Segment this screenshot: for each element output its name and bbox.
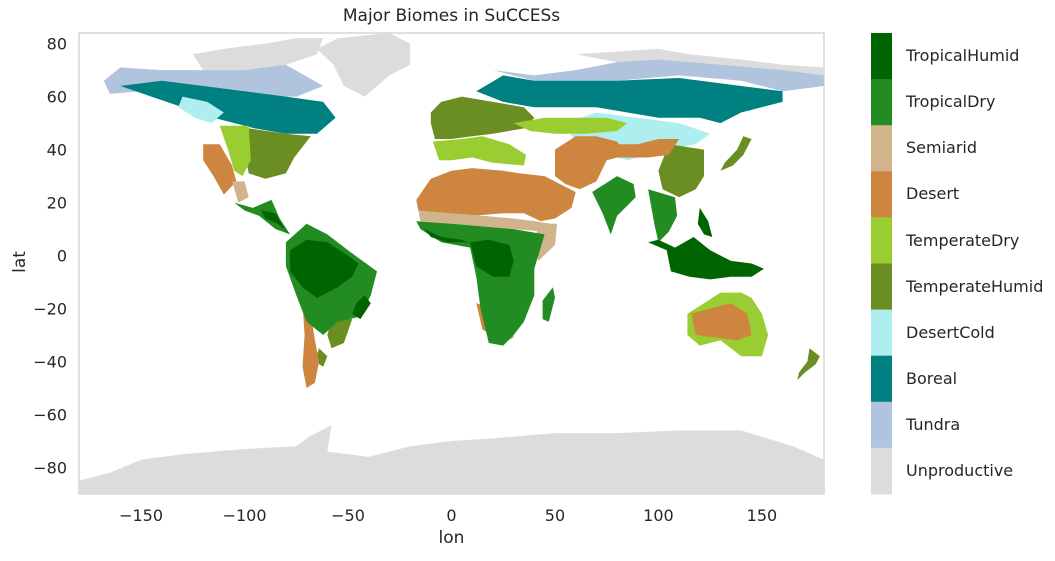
biome-region-unproductive-0: [317, 33, 411, 97]
biome-region-desertcold-9: [178, 96, 224, 124]
biome-region-boreal-7: [476, 75, 783, 124]
biome-region-temperatehumid-13: [720, 136, 752, 171]
biome-region-tropicalhumid-41: [648, 237, 764, 280]
biome-region-tropicaldry-36: [648, 189, 678, 243]
colorbar-label-unproductive: Unproductive: [906, 461, 1014, 480]
colorbar-label-tundra: Tundra: [906, 414, 961, 434]
biome-region-tropicaldry-32: [416, 221, 545, 346]
x-tick-label: −150: [119, 506, 163, 525]
x-tick-label: 100: [643, 506, 674, 525]
biome-region-desert-26: [691, 303, 752, 341]
x-tick-label: 50: [545, 506, 565, 525]
y-tick-label: −80: [33, 459, 67, 478]
biome-region-temperatedry-18: [513, 117, 628, 134]
x-tick-label: −100: [223, 506, 267, 525]
biome-region-unproductive-1: [192, 38, 324, 71]
biome-region-semiarid-31: [232, 181, 249, 203]
biome-region-unproductive-3: [79, 425, 824, 494]
biome-region-desert-23: [555, 136, 628, 190]
biome-region-desert-25: [203, 144, 237, 195]
x-tick-label: −50: [331, 506, 365, 525]
biome-region-tropicaldry-34: [592, 176, 636, 235]
y-tick-label: 80: [47, 35, 67, 54]
biome-region-temperatehumid-11: [430, 96, 535, 139]
biome-regions: [79, 33, 824, 494]
colorbar-label-tropicalhumid: TropicalHumid: [906, 46, 1020, 65]
colorbar-label-temperatehumid: TemperateHumid: [906, 276, 1044, 296]
colorbar-label-desertcold: DesertCold: [906, 322, 995, 342]
y-tick-label: 40: [47, 141, 67, 160]
y-tick-label: 20: [47, 194, 67, 213]
biome-region-semiarid-29: [418, 210, 551, 232]
biome-region-tropicalhumid-38: [290, 239, 359, 298]
biome-region-temperatedry-19: [432, 136, 526, 166]
biome-region-tropicaldry-37: [542, 287, 555, 322]
biome-region-temperatehumid-16: [797, 348, 820, 381]
y-tick-label: 60: [47, 88, 67, 107]
chart-title: Major Biomes in SuCCESs: [342, 6, 561, 26]
biome-region-temperatehumid-12: [658, 144, 704, 198]
y-tick-label: −60: [33, 406, 67, 425]
biome-region-desert-27: [302, 303, 320, 388]
biome-region-tropicalhumid-39: [470, 239, 514, 277]
biome-region-boreal-6: [120, 80, 336, 134]
biome-region-tropicalhumid-40: [352, 295, 371, 320]
biome-region-tropicalhumid-44: [697, 207, 713, 237]
biome-region-desert-22: [416, 168, 576, 222]
colorbar-label-desert: Desert: [906, 184, 960, 204]
biome-region-temperatedry-17: [219, 125, 251, 177]
biome-region-semiarid-30: [534, 223, 557, 261]
biome-region-tropicalhumid-43: [424, 229, 469, 243]
colorbar-label-semiarid: Semiarid: [906, 138, 978, 158]
biome-region-temperatehumid-10: [244, 128, 311, 179]
x-axis-label: lon: [438, 528, 465, 548]
y-tick-label: −20: [33, 300, 67, 319]
x-ticks: −150 −100 −50 0 50 100 150: [119, 506, 777, 525]
biome-region-tropicaldry-35: [234, 199, 291, 235]
x-tick-label: 150: [747, 506, 778, 525]
y-tick-label: 0: [57, 247, 67, 266]
biome-region-tundra-5: [492, 59, 824, 92]
colorbar-label-temperatedry: TemperateDry: [906, 230, 1020, 250]
colorbar-label-tropicaldry: TropicalDry: [906, 92, 996, 112]
y-tick-label: −40: [33, 353, 67, 372]
colorbar-label-boreal: Boreal: [906, 368, 958, 388]
x-tick-label: 0: [446, 506, 456, 525]
y-ticks: 80 60 40 20 0 −20 −40 −60 −80: [33, 35, 67, 478]
biome-region-desert-24: [612, 139, 680, 158]
biome-region-tropicalhumid-42: [261, 210, 291, 235]
